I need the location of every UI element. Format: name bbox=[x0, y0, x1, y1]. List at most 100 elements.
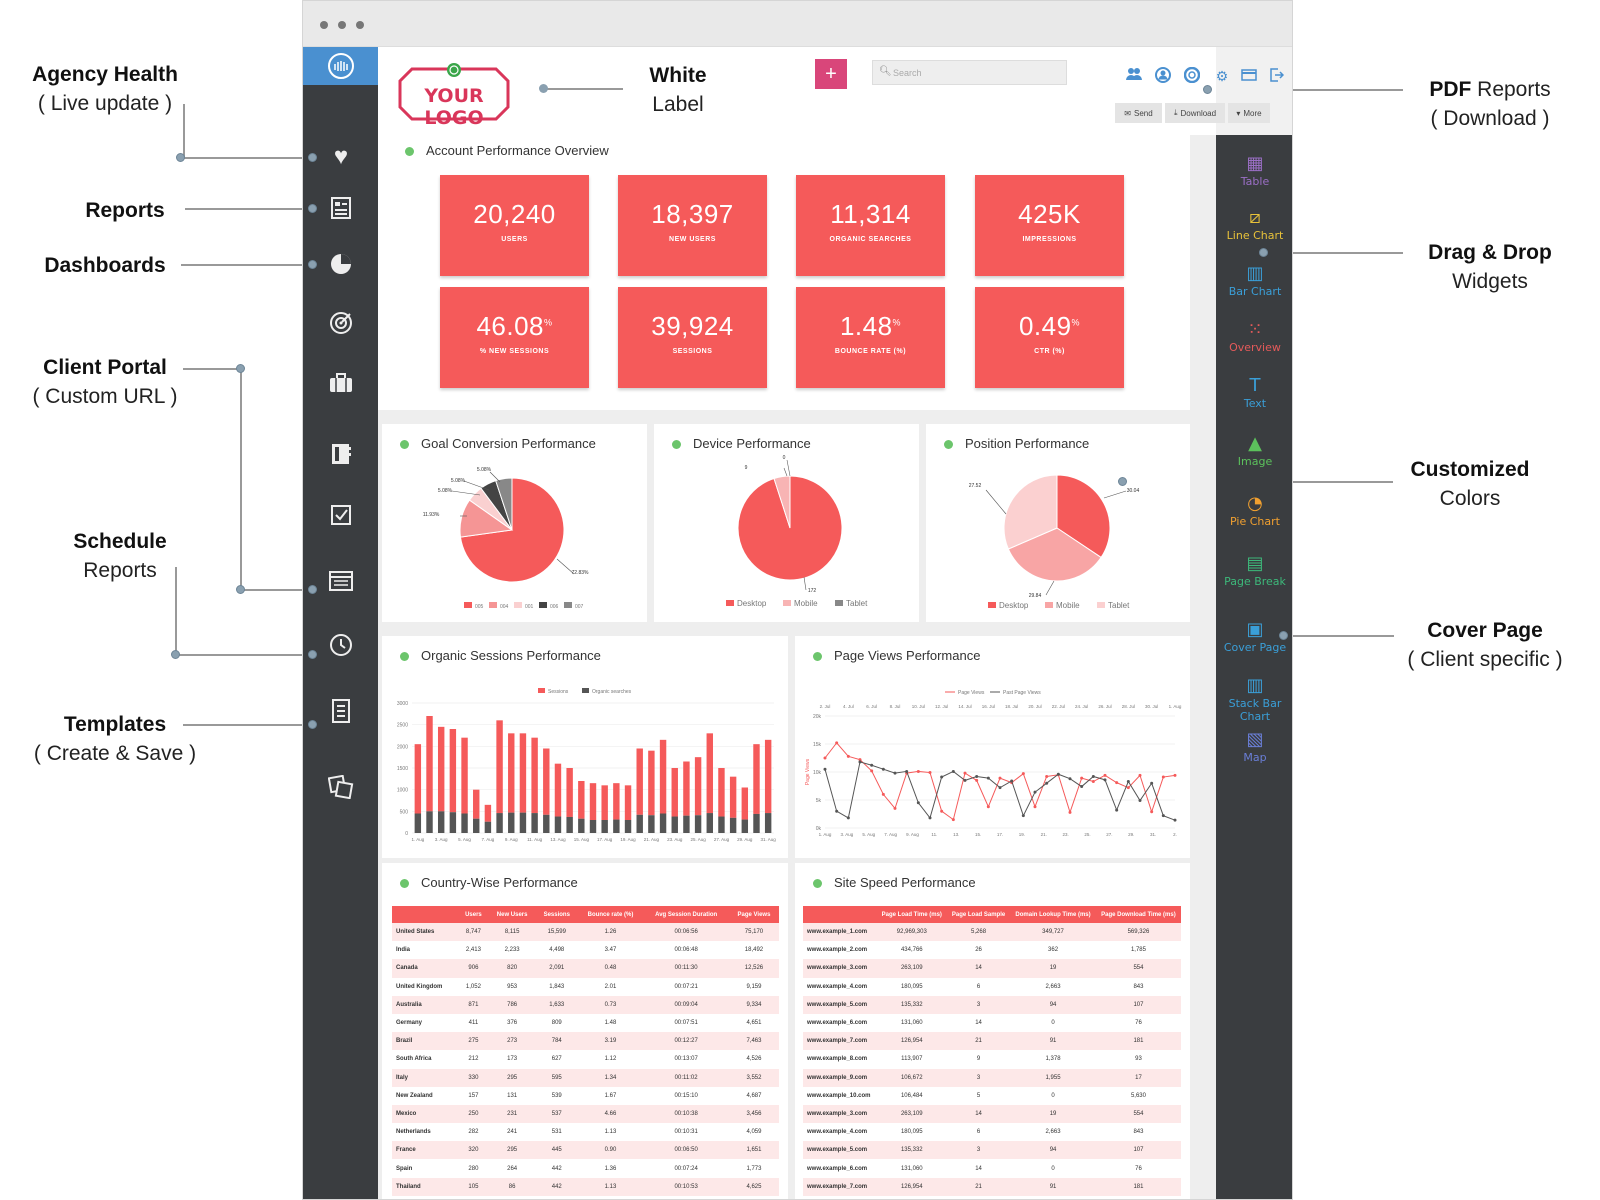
reports-icon[interactable] bbox=[323, 190, 359, 226]
support-icon[interactable] bbox=[1183, 66, 1201, 85]
x-tick-label: 19. bbox=[1019, 832, 1025, 837]
kpi-value: 425K bbox=[1018, 199, 1081, 229]
column-header[interactable]: New Users bbox=[488, 906, 536, 923]
kpi-tile[interactable]: 1.48% BOUNCE RATE (%) bbox=[796, 287, 945, 388]
callout-templates: Templates( Create & Save ) bbox=[33, 713, 197, 765]
column-header[interactable]: Page Load Sample bbox=[946, 906, 1011, 923]
table-cell: 93 bbox=[1096, 1196, 1181, 1199]
table-row: Italy 330 295 595 1.34 00:11:02 3,552 bbox=[392, 1068, 779, 1087]
widget-table[interactable]: ▦ Table bbox=[1216, 153, 1292, 188]
table-cell: www.example_4.com bbox=[807, 1129, 868, 1136]
widget-pie-chart[interactable]: ◔ Pie Chart bbox=[1216, 493, 1292, 528]
widget-image[interactable]: ▲ Image bbox=[1216, 433, 1292, 468]
legend-swatch bbox=[464, 602, 472, 608]
bar-sessions bbox=[449, 729, 457, 813]
widget-page-break[interactable]: ▤ Page Break bbox=[1216, 553, 1292, 588]
widget-map[interactable]: ▧ Map bbox=[1216, 729, 1292, 764]
bar-organic-searches bbox=[426, 811, 433, 833]
kpi-tile[interactable]: 425K IMPRESSIONS bbox=[975, 175, 1124, 276]
widget-line-chart[interactable]: ⧄ Line Chart bbox=[1216, 207, 1292, 242]
data-point bbox=[870, 769, 874, 773]
table-cell: 91 bbox=[1010, 1032, 1096, 1051]
table-cell: 4.66 bbox=[577, 1104, 644, 1124]
value-label: 5.08% bbox=[477, 467, 492, 473]
column-header[interactable]: Domain Lookup Time (ms) bbox=[1010, 906, 1096, 923]
data-point bbox=[905, 769, 909, 773]
legend-swatch bbox=[835, 600, 843, 606]
checkbox-icon[interactable] bbox=[323, 497, 359, 533]
kpi-tile[interactable]: 46.08% % NEW SESSIONS bbox=[440, 287, 589, 388]
widget-bar-chart[interactable]: ▥ Bar Chart bbox=[1216, 263, 1292, 298]
table-cell: 1,633 bbox=[535, 995, 578, 1014]
table-cell: 7,463 bbox=[728, 1032, 779, 1051]
download-button[interactable]: ⤓ Download bbox=[1165, 103, 1225, 123]
kpi-tile[interactable]: 18,397 NEW USERS bbox=[618, 175, 767, 276]
kpi-tile[interactable]: 11,314 ORGANIC SEARCHES bbox=[796, 175, 945, 276]
window-dot[interactable] bbox=[356, 21, 364, 29]
widget-label: Table bbox=[1240, 175, 1270, 188]
callout-dot bbox=[171, 650, 180, 659]
column-header[interactable]: Page Download Time (ms) bbox=[1095, 906, 1181, 923]
column-header[interactable] bbox=[392, 906, 459, 923]
widget-stack-bar-chart[interactable]: ▥ Stack Bar Chart bbox=[1216, 675, 1292, 723]
search-box[interactable]: 🔍︎ Search bbox=[872, 60, 1067, 85]
briefcase-icon[interactable] bbox=[323, 365, 359, 401]
column-header[interactable] bbox=[803, 906, 877, 923]
settings-icon[interactable]: ⚙ bbox=[1215, 68, 1229, 84]
data-point bbox=[1056, 772, 1060, 776]
heart-icon[interactable]: ♥ bbox=[333, 143, 349, 170]
user-circle-icon[interactable] bbox=[1154, 67, 1172, 85]
widget-cover-page[interactable]: ▣ Cover Page bbox=[1216, 619, 1292, 654]
column-header[interactable]: Avg Session Duration bbox=[643, 906, 729, 923]
data-point bbox=[1033, 805, 1037, 809]
bar-sessions bbox=[508, 733, 515, 813]
client-portal-icon[interactable] bbox=[323, 563, 359, 599]
app-logo[interactable] bbox=[303, 47, 378, 85]
bar-sessions bbox=[496, 720, 503, 814]
x-tick-label-top: 18. Jul bbox=[1005, 704, 1018, 709]
column-header[interactable]: Bounce rate (%) bbox=[577, 906, 644, 923]
column-header[interactable]: Page Views bbox=[728, 906, 779, 923]
label-leader bbox=[985, 489, 1007, 515]
x-tick-label: 17. Aug bbox=[597, 837, 613, 842]
pie-dashboard-icon[interactable] bbox=[323, 246, 359, 282]
table-cell: 434,766 bbox=[900, 947, 923, 954]
window-dot[interactable] bbox=[338, 21, 346, 29]
more-button[interactable]: ▾ More bbox=[1228, 103, 1270, 123]
widget-label: Stack Bar Chart bbox=[1228, 697, 1282, 723]
overview-card: Account Performance Overview 20,240 USERS… bbox=[378, 135, 1190, 410]
clock-icon[interactable] bbox=[323, 627, 359, 663]
bar-sessions bbox=[589, 783, 597, 820]
column-header[interactable]: Users bbox=[458, 906, 489, 923]
data-point bbox=[1103, 773, 1107, 777]
kpi-tile[interactable]: 0.49% CTR (%) bbox=[975, 287, 1124, 388]
column-header[interactable]: Page Load Time (ms) bbox=[876, 906, 947, 923]
x-tick-label: 19. Aug bbox=[620, 837, 636, 842]
users-icon[interactable] bbox=[1125, 67, 1143, 85]
table-row: www.example_4.com 180,095 6 2,663 843 bbox=[803, 1123, 1181, 1141]
window-dot[interactable] bbox=[320, 21, 328, 29]
table-cell: www.example_7.com bbox=[803, 1032, 877, 1051]
template-icon[interactable] bbox=[323, 693, 359, 729]
callout-dot bbox=[236, 364, 245, 373]
x-tick-label: 15. Aug bbox=[574, 837, 590, 842]
table-cell: Netherlands bbox=[396, 1129, 431, 1136]
notebook-icon[interactable] bbox=[323, 436, 359, 472]
table-cell: 6 bbox=[976, 983, 981, 990]
add-button[interactable]: + bbox=[815, 59, 847, 89]
kpi-tile[interactable]: 20,240 USERS bbox=[440, 175, 589, 276]
column-header[interactable]: Sessions bbox=[535, 906, 578, 923]
title-bar bbox=[303, 1, 1292, 47]
logout-icon[interactable] bbox=[1267, 67, 1285, 85]
kpi-tile[interactable]: 39,924 SESSIONS bbox=[618, 287, 767, 388]
send-button[interactable]: ✉ Send bbox=[1115, 103, 1162, 123]
your-logo[interactable]: YOUR LOGO bbox=[398, 61, 510, 129]
card-icon[interactable] bbox=[1240, 67, 1258, 85]
widget-text[interactable]: T Text bbox=[1216, 375, 1292, 410]
copy-icon[interactable] bbox=[323, 769, 359, 805]
callout-dot bbox=[308, 204, 317, 213]
table-cell: 1,773 bbox=[746, 1165, 762, 1172]
target-icon[interactable] bbox=[323, 305, 359, 341]
table-cell: 18,492 bbox=[744, 947, 764, 954]
widget-overview[interactable]: ⁙ Overview bbox=[1216, 319, 1292, 354]
